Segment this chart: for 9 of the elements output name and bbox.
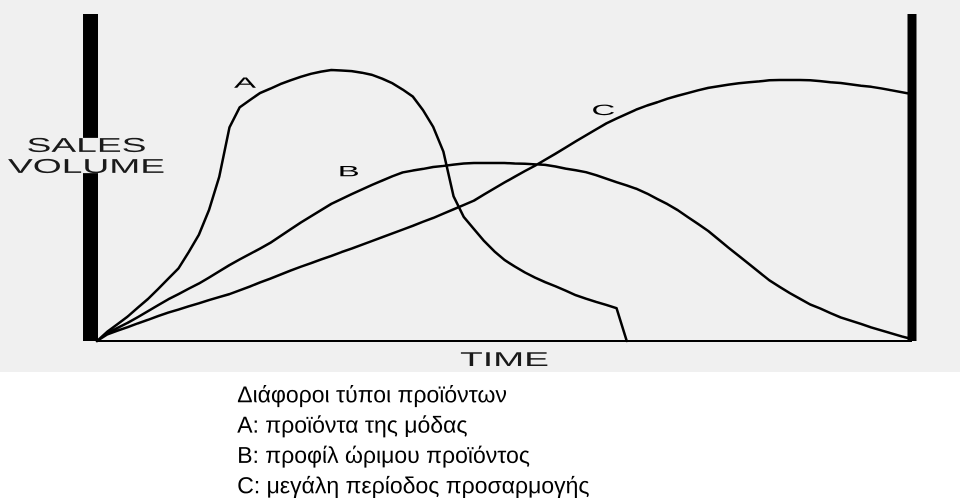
series-label: A — [234, 77, 256, 88]
x-axis-title: TIME — [460, 352, 548, 366]
series-label: B — [340, 166, 358, 176]
series-label: C — [593, 104, 614, 116]
y-axis-title: SALES VOLUME — [8, 138, 164, 174]
text: C: μεγάλη περίοδος προσαρμογής — [238, 476, 589, 498]
text: B: προφίλ ώριμου προϊόντος — [239, 446, 530, 468]
text: A: προϊόντα της μόδας — [237, 415, 467, 438]
text: Διάφοροι τύποι προϊόντων — [238, 384, 506, 408]
